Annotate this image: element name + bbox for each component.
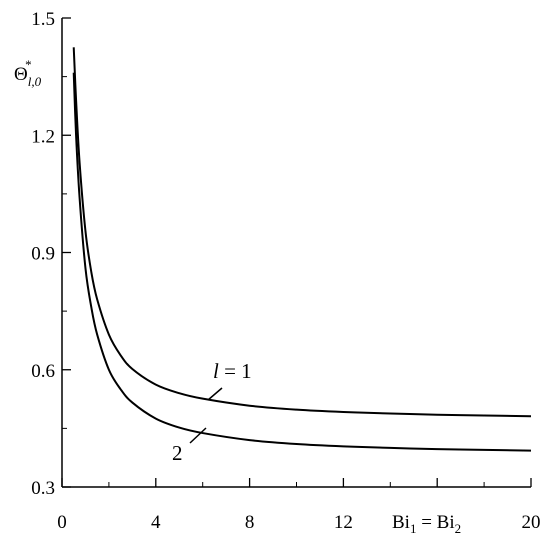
y-axis-title: Θl,0* [14, 57, 42, 89]
y-tick-label: 0.9 [31, 244, 55, 265]
x-tick-label: 20 [522, 512, 541, 533]
y-tick-label: 0.3 [31, 478, 55, 499]
labels: Θl,0* Bi1 = Bi2 l = 1 2 [14, 57, 461, 536]
series-line-2 [72, 72, 532, 452]
leader-line-series-1 [207, 387, 223, 401]
y-tick-label: 1.2 [31, 126, 55, 147]
axes [61, 18, 531, 488]
x-tick-label: 4 [151, 512, 161, 533]
x-tick-label: 0 [57, 512, 67, 533]
y-tick-label: 1.5 [31, 9, 55, 30]
series-group [72, 47, 532, 452]
curve-label-series-1: l = 1 [213, 359, 252, 383]
leader-line-series-2 [189, 427, 207, 444]
x-tick-label: 12 [334, 512, 353, 533]
x-axis-title: Bi1 = Bi2 [392, 512, 461, 536]
x-tick-label: 8 [245, 512, 255, 533]
series-line-1 [72, 47, 532, 418]
curve-label-series-2: 2 [172, 441, 183, 465]
ticks: 0.3 0.6 0.9 1.2 1.5 0 4 8 12 20 [31, 9, 540, 533]
y-tick-label: 0.6 [31, 361, 55, 382]
